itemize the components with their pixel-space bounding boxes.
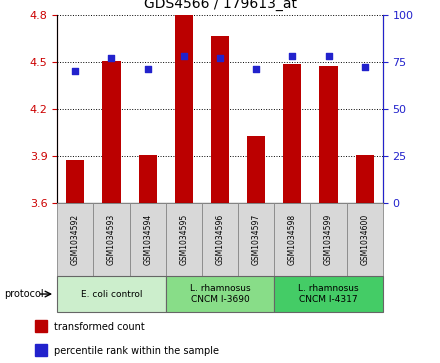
Bar (247, 136, 265, 203)
Bar (57, 203, 93, 276)
Point (289, 53, 296, 59)
Bar (93, 203, 129, 276)
Text: GSM1034592: GSM1034592 (71, 214, 80, 265)
Bar (356, 155, 374, 203)
Text: GSM1034594: GSM1034594 (143, 214, 152, 265)
Bar (66, 160, 84, 203)
Bar (319, 66, 337, 203)
Text: transformed count: transformed count (54, 322, 145, 332)
Text: GSM1034593: GSM1034593 (107, 214, 116, 265)
Point (325, 53, 332, 59)
Bar (103, 61, 121, 203)
Title: GDS4566 / 179613_at: GDS4566 / 179613_at (143, 0, 297, 11)
Bar (202, 203, 238, 276)
Text: percentile rank within the sample: percentile rank within the sample (54, 346, 219, 356)
Text: L. rhamnosus
CNCM I-3690: L. rhamnosus CNCM I-3690 (190, 284, 250, 304)
Text: GSM1034600: GSM1034600 (360, 214, 369, 265)
Text: GSM1034599: GSM1034599 (324, 214, 333, 265)
Bar (274, 203, 311, 276)
Text: GSM1034596: GSM1034596 (216, 214, 224, 265)
Bar (211, 36, 229, 203)
Text: GSM1034597: GSM1034597 (252, 214, 260, 265)
Bar (283, 64, 301, 203)
Bar (57, 276, 166, 312)
Point (253, 66, 260, 72)
Bar (175, 15, 193, 203)
Bar (238, 203, 274, 276)
Bar (274, 276, 383, 312)
Point (144, 66, 151, 72)
Point (72, 68, 79, 74)
Text: E. coli control: E. coli control (81, 290, 142, 298)
Bar (139, 155, 157, 203)
Bar (166, 276, 274, 312)
Point (216, 55, 224, 61)
Text: L. rhamnosus
CNCM I-4317: L. rhamnosus CNCM I-4317 (298, 284, 359, 304)
Bar (347, 203, 383, 276)
Text: GSM1034598: GSM1034598 (288, 214, 297, 265)
Bar (35, 320, 48, 332)
Bar (35, 344, 48, 356)
Bar (166, 203, 202, 276)
Point (108, 55, 115, 61)
Point (180, 53, 187, 59)
Bar (311, 203, 347, 276)
Point (361, 65, 368, 70)
Bar (129, 203, 166, 276)
Text: protocol: protocol (4, 289, 44, 299)
Text: GSM1034595: GSM1034595 (180, 214, 188, 265)
